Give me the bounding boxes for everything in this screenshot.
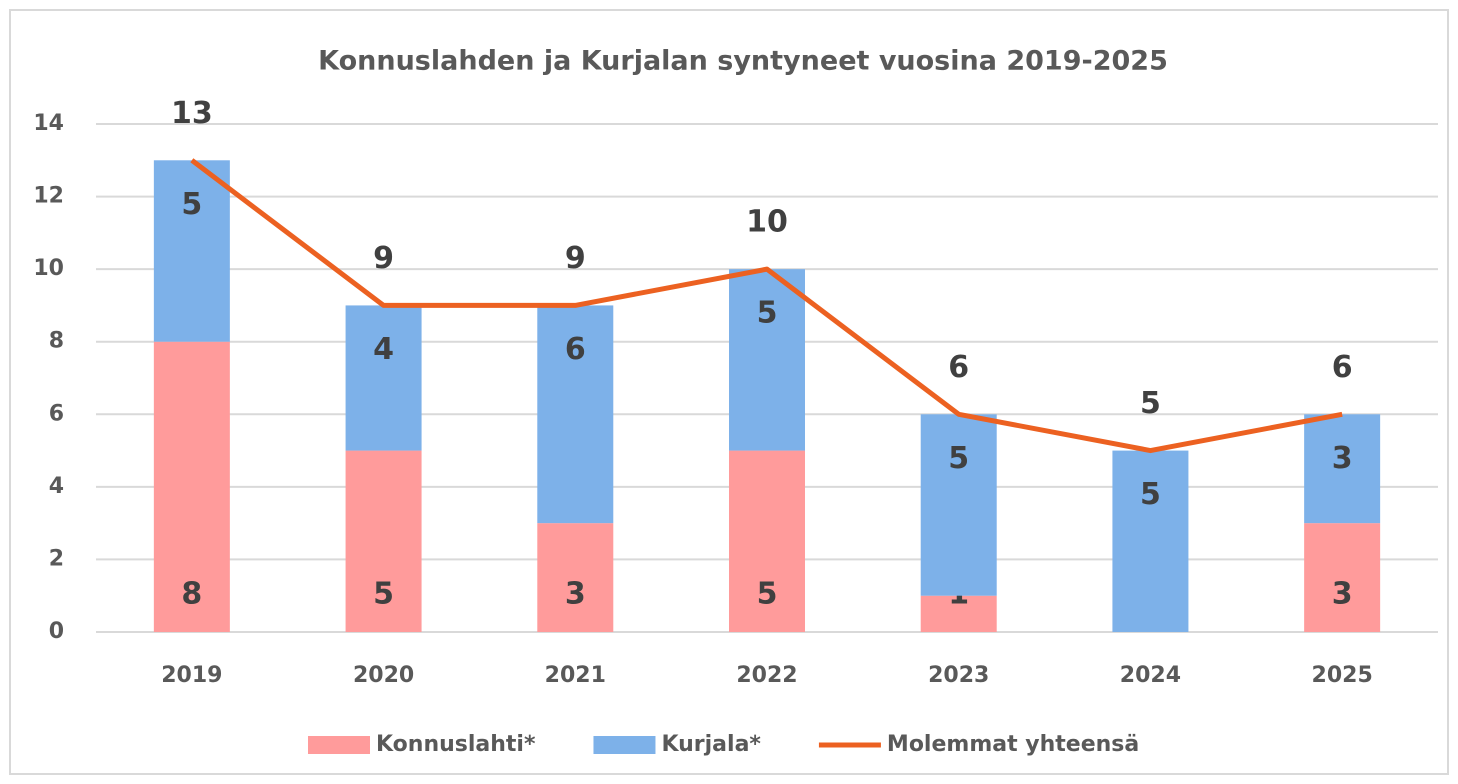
data-label: 5	[757, 577, 778, 612]
x-tick-label: 2021	[545, 663, 606, 688]
line-series	[190, 158, 1343, 454]
x-tick-label: 2022	[736, 663, 797, 688]
legend-swatch	[308, 736, 370, 754]
x-tick-label: 2020	[353, 663, 414, 688]
data-label: 6	[565, 332, 586, 367]
chart-title: Konnuslahden ja Kurjalan syntyneet vuosi…	[318, 46, 1168, 77]
y-tick-label: 2	[49, 546, 64, 571]
legend-label: Molemmat yhteensä	[887, 732, 1139, 757]
bar-segment	[729, 269, 805, 451]
data-label: 3	[1332, 577, 1353, 612]
data-label: 5	[757, 296, 778, 331]
data-label: 6	[1332, 350, 1353, 385]
bar-segment	[345, 450, 422, 632]
data-label: 3	[565, 577, 586, 612]
data-label: 13	[171, 96, 213, 131]
data-label: 5	[181, 187, 202, 222]
data-label: 8	[181, 577, 202, 612]
data-label: 9	[373, 241, 394, 276]
y-tick-label: 12	[33, 184, 64, 209]
data-label: 5	[1140, 477, 1161, 512]
bar-segment	[729, 450, 805, 632]
y-tick-label: 6	[49, 401, 64, 426]
y-tick-label: 4	[49, 474, 64, 499]
y-tick-label: 8	[49, 329, 64, 354]
data-label: 3	[1332, 441, 1353, 476]
data-label: 4	[373, 332, 394, 367]
x-tick-label: 2023	[928, 663, 989, 688]
bar-segment	[1112, 450, 1189, 632]
y-tick-label: 10	[33, 256, 64, 281]
bar-segment	[345, 305, 422, 451]
data-label: 5	[1140, 386, 1161, 421]
x-tick-label: 2025	[1312, 663, 1373, 688]
bar-segment	[537, 523, 614, 632]
x-tick-label: 2019	[161, 663, 222, 688]
bar-segment	[1304, 523, 1381, 632]
bar-segment	[153, 341, 230, 632]
legend-swatch	[593, 736, 656, 754]
data-label: 6	[948, 350, 969, 385]
bar-segment	[920, 595, 997, 632]
data-label: 9	[565, 241, 586, 276]
data-label: 10	[746, 205, 788, 240]
data-label: 5	[373, 577, 394, 612]
legend-label: Kurjala*	[661, 732, 761, 757]
bar-segment	[537, 305, 614, 524]
x-tick-label: 2024	[1120, 663, 1181, 688]
bar-segment	[920, 414, 997, 596]
y-tick-label: 14	[33, 111, 64, 136]
y-tick-label: 0	[49, 619, 64, 644]
bar-segment	[1304, 414, 1381, 524]
data-label: 5	[948, 441, 969, 476]
bar-segment	[153, 160, 230, 342]
legend-label: Konnuslahti*	[376, 732, 536, 757]
